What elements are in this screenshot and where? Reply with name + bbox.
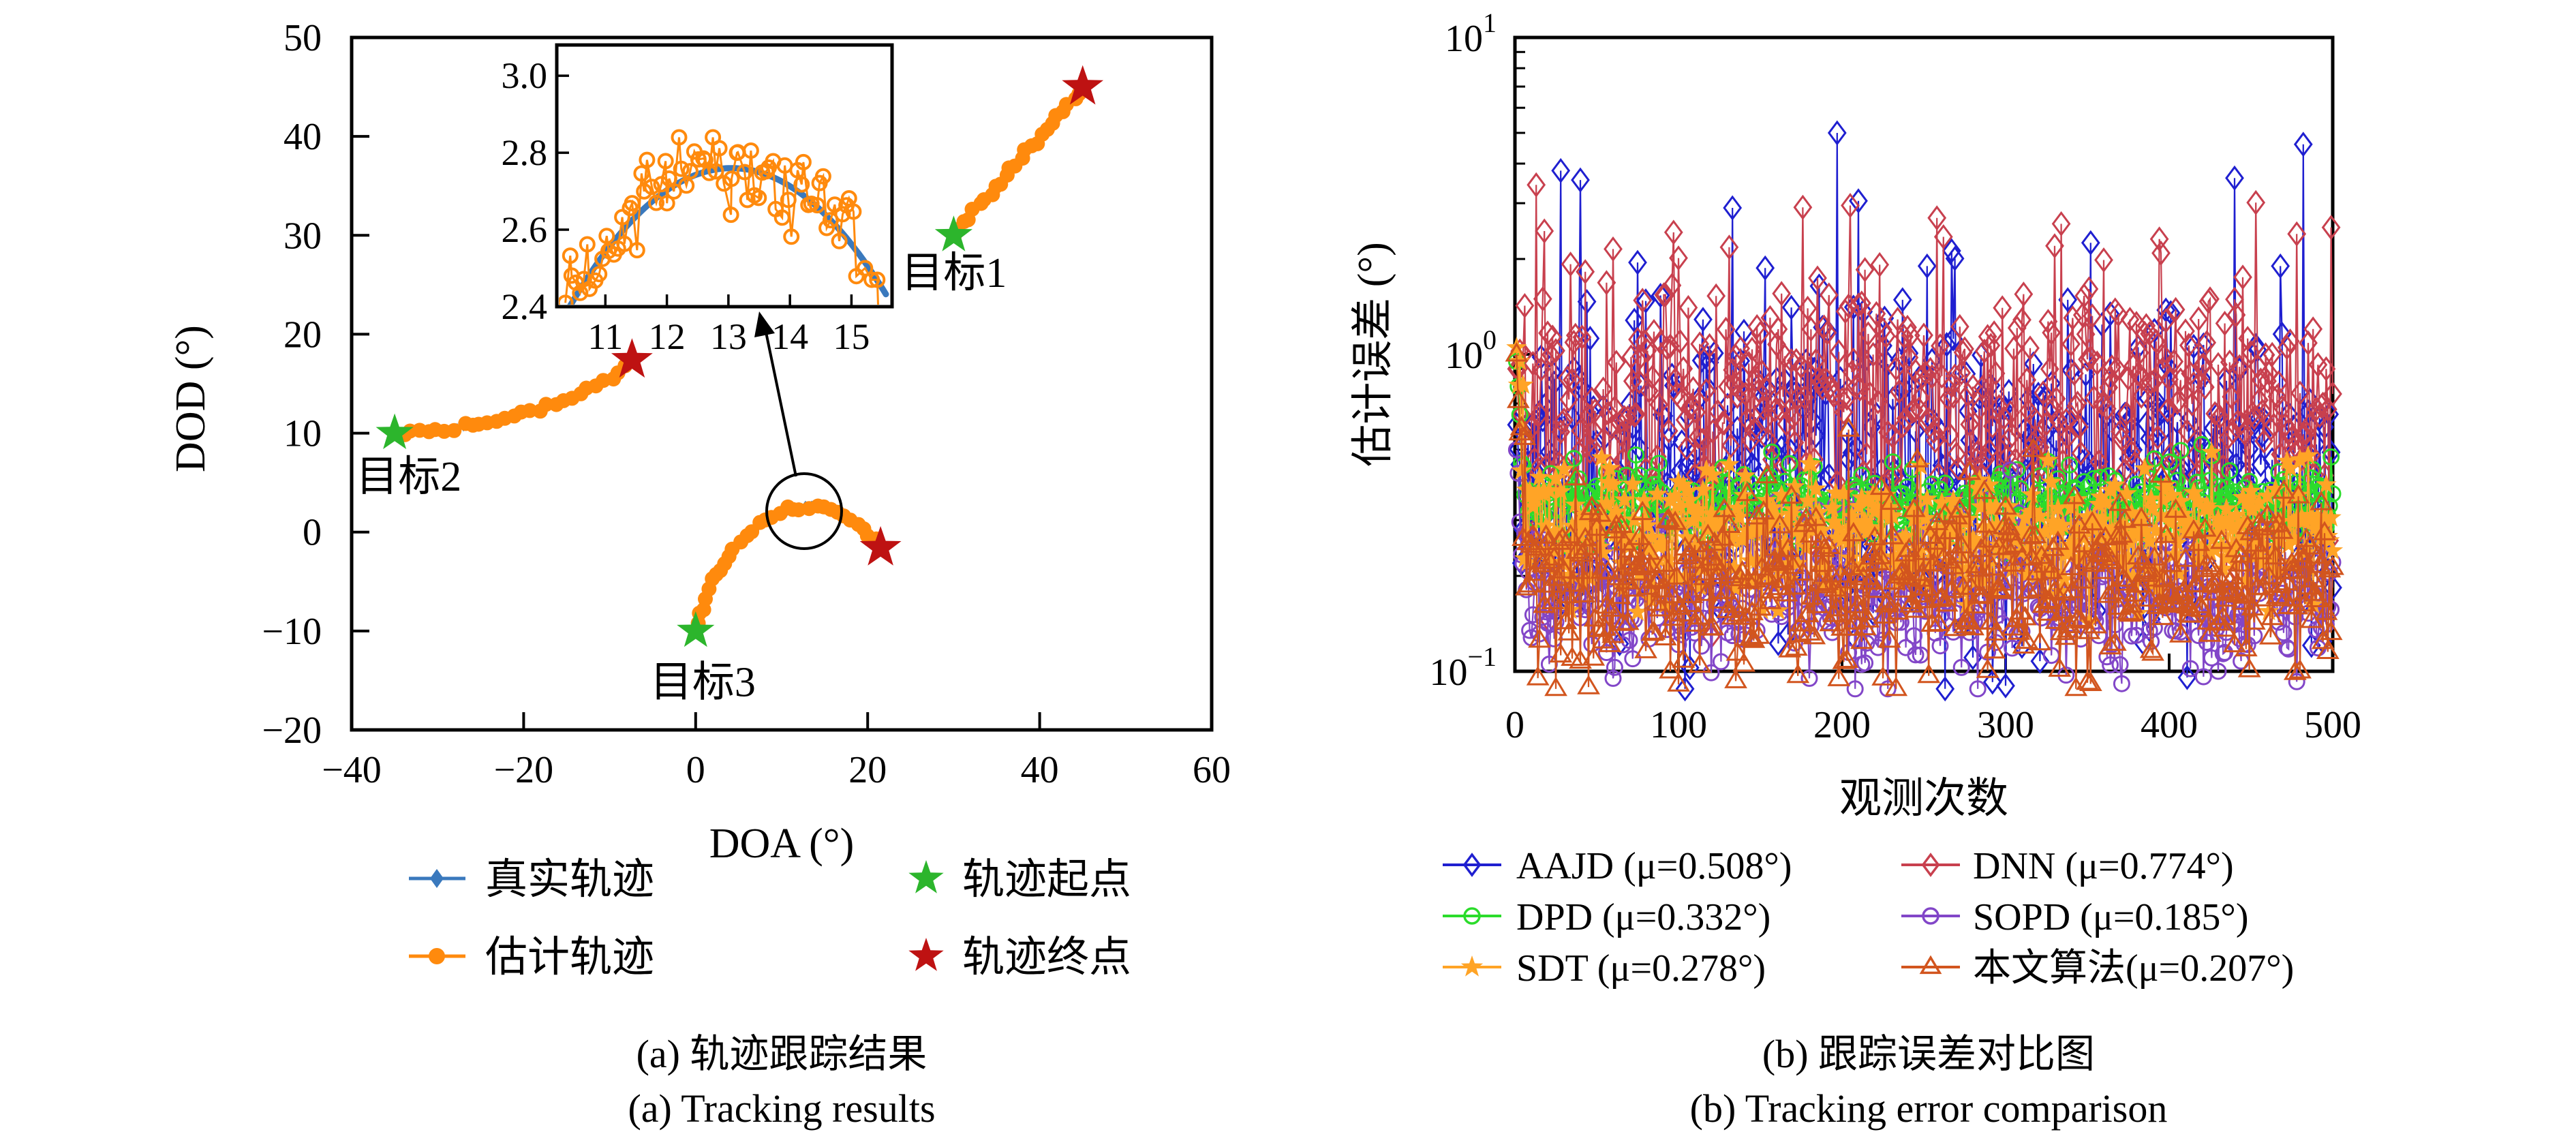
legend-label: DPD (μ=0.332°) <box>1516 896 1770 938</box>
zoom-callout-arrow-line <box>763 325 797 477</box>
panel-b-caption-en: (b) Tracking error comparison <box>1690 1086 2168 1131</box>
panel-a-ytick-label: −10 <box>262 611 322 653</box>
panel-a-ylabel: DOD (°) <box>168 325 214 472</box>
inset-xtick-label: 13 <box>710 316 747 357</box>
zoom-region-circle <box>765 472 843 550</box>
estimated-trajectory-markers <box>688 498 888 639</box>
panel-a-xtick-label: 0 <box>686 749 705 791</box>
legend-label: 轨迹起点 <box>962 857 1131 903</box>
panel-a-ytick-label: 0 <box>303 512 322 554</box>
inset-ytick-label: 3.0 <box>502 55 548 96</box>
inset-xtick-label: 14 <box>771 316 808 357</box>
panel-b-xtick-label: 300 <box>1977 704 2034 746</box>
panel-b: 0 100 200 300 400 500 101 100 10−1 估计误差 (°) 观测次数… <box>1350 7 2361 1131</box>
panel-b-caption-zh: (b) 跟踪误差对比图 <box>1762 1032 2095 1076</box>
panel-b-xtick-label: 100 <box>1650 704 1707 746</box>
panel-b-ytick-label: 100 <box>1445 324 1497 377</box>
panel-b-legend: AAJD (μ=0.508°) DPD (μ=0.332°) SDT (μ=0.27… <box>1443 845 2294 990</box>
legend-star-icon <box>908 860 944 893</box>
estimated-trajectory-markers <box>387 352 640 442</box>
legend-label: 真实轨迹 <box>485 857 654 903</box>
panel-a-inset: 11 12 13 14 15 3.0 2.8 2.6 2.4 <box>502 43 894 357</box>
inset-xtick-label: 11 <box>587 316 623 357</box>
panel-b-ytick-label: 101 <box>1445 7 1497 60</box>
legend-label: 本文算法(μ=0.207°) <box>1973 947 2294 990</box>
panel-a-caption-zh: (a) 轨迹跟踪结果 <box>637 1032 927 1076</box>
legend-label: 估计轨迹 <box>485 934 654 981</box>
panel-b-xtick-label: 400 <box>2141 704 2198 746</box>
trajectory-end-star <box>1062 65 1104 105</box>
panel-a-ytick-label: 30 <box>283 215 322 257</box>
panel-a-ytick-label: −20 <box>262 709 322 752</box>
trajectory-end-star <box>859 525 902 566</box>
panel-b-data <box>1505 120 2344 702</box>
inset-ytick-label: 2.8 <box>502 132 548 173</box>
panel-b-xlabel: 观测次数 <box>1839 776 2008 822</box>
legend-diamond-icon <box>1921 853 1940 877</box>
target-label: 目标1 <box>901 250 1007 296</box>
inset-estimate-markers <box>559 129 886 305</box>
panel-a-xtick-label: 20 <box>848 749 887 791</box>
panel-a-ytick-label: 50 <box>283 17 322 59</box>
legend-label: SOPD (μ=0.185°) <box>1973 896 2248 938</box>
legend-diamond-icon <box>430 869 444 888</box>
inset-xtick-label: 15 <box>833 316 870 357</box>
legend-star-icon <box>1460 955 1484 977</box>
panel-a-xtick-label: 40 <box>1021 749 1059 791</box>
legend-label: AAJD (μ=0.508°) <box>1516 845 1792 887</box>
panel-a-ytick-label: 10 <box>283 413 322 455</box>
legend-label: DNN (μ=0.774°) <box>1973 845 2234 887</box>
zoom-callout-arrow-head <box>754 311 775 337</box>
panel-a-xtick-label: 60 <box>1193 749 1231 791</box>
legend-circle-icon <box>429 948 445 964</box>
series-markers-OURS <box>1505 342 2344 697</box>
panel-b-xtick-label: 500 <box>2304 704 2361 746</box>
trajectory-start-star <box>677 611 715 647</box>
panel-a-xlabel: DOA (°) <box>709 821 855 867</box>
panel-b-xtick-label: 0 <box>1505 704 1524 746</box>
panel-a-data: 目标1 目标2 目标3 <box>356 65 1104 706</box>
panel-a-caption-en: (a) Tracking results <box>628 1086 935 1131</box>
target-label: 目标2 <box>356 454 461 500</box>
trajectory-start-star <box>934 215 972 251</box>
panel-a-xtick-label: −40 <box>322 749 382 791</box>
panel-a-ytick-label: 20 <box>283 313 322 356</box>
inset-xtick-label: 12 <box>649 316 686 357</box>
estimated-trajectory-line <box>394 359 633 436</box>
legend-diamond-icon <box>1462 853 1482 877</box>
panel-b-ytick-label: 10−1 <box>1429 641 1497 694</box>
target-label: 目标3 <box>650 660 756 706</box>
panel-a-frame <box>350 35 1214 732</box>
legend-label: 轨迹终点 <box>962 934 1131 981</box>
inset-data <box>559 129 889 305</box>
trajectory-start-star <box>375 413 414 449</box>
series-markers-SDT <box>1506 337 2344 632</box>
inset-ytick-label: 2.4 <box>502 286 548 327</box>
estimated-trajectory-markers <box>947 78 1091 243</box>
legend-triangle-icon <box>1919 955 1942 975</box>
legend-star-icon <box>908 938 944 971</box>
panel-a-ytick-label: 40 <box>283 116 322 158</box>
inset-frame <box>555 43 894 309</box>
legend-label: SDT (μ=0.278°) <box>1516 947 1766 990</box>
panel-b-axes: 0 100 200 300 400 500 101 100 10−1 <box>1429 7 2361 746</box>
series-line-DNN <box>1516 185 2334 637</box>
panel-b-ylabel: 估计误差 (°) <box>1350 242 1396 467</box>
legend-circle-icon <box>1922 907 1939 925</box>
panel-b-xtick-label: 200 <box>1813 704 1871 746</box>
legend-circle-icon <box>1463 907 1481 925</box>
trajectory-end-star <box>611 338 653 378</box>
panel-a-annotations <box>754 311 843 550</box>
panel-a-xtick-label: −20 <box>494 749 554 791</box>
inset-ytick-label: 2.6 <box>502 209 548 250</box>
